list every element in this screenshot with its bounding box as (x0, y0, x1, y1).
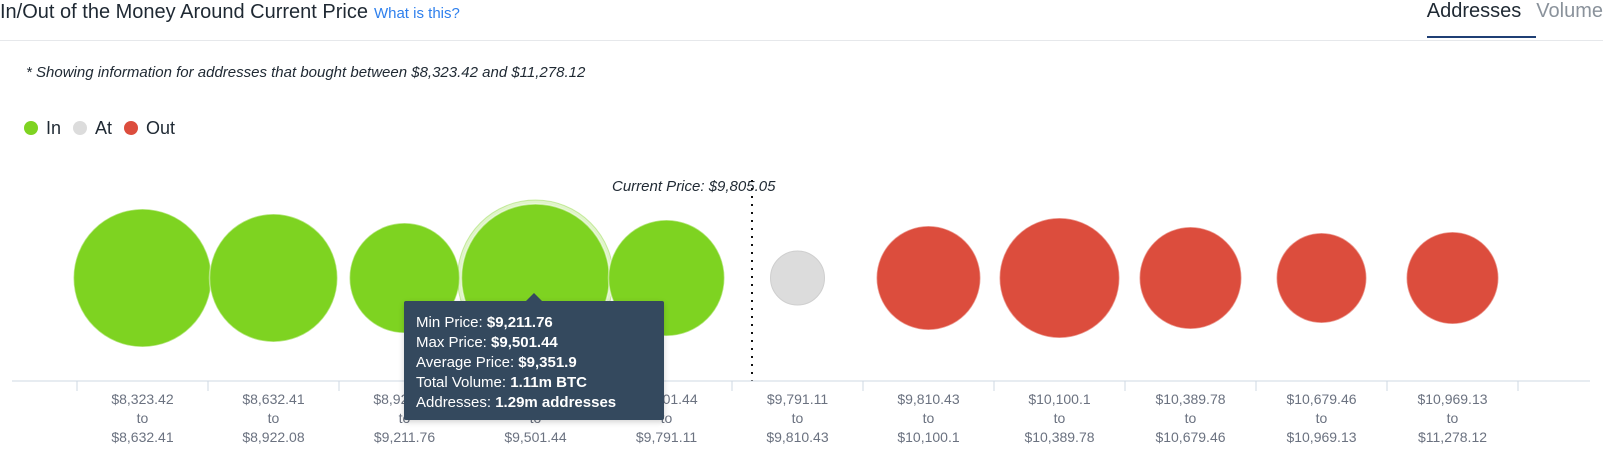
x-tick-to-word: to (1054, 410, 1066, 426)
widget-header: In/Out of the Money Around Current Price… (0, 0, 1603, 41)
x-tick-to-label: $9,810.43 (766, 429, 828, 445)
x-tick-to-label: $9,791.11 (636, 429, 697, 445)
tab-volume[interactable]: Volume (1536, 0, 1603, 22)
tooltip-total-volume-label: Total Volume: (416, 374, 507, 391)
legend-at-label: At (95, 118, 113, 138)
x-tick-from-label: $10,969.13 (1417, 391, 1487, 407)
x-tick-to-label: $11,278.12 (1418, 429, 1487, 445)
bubble-layer (72, 199, 1500, 357)
x-tick-to-label: $10,679.46 (1155, 429, 1225, 445)
x-tick-to-word: to (1447, 410, 1459, 426)
x-tick-to-word: to (923, 410, 935, 426)
tooltip-total-volume: Total Volume: 1.11m BTC (416, 373, 652, 393)
tooltip-min-price-value: $9,211.76 (486, 314, 553, 331)
x-tick-to-word: to (661, 410, 673, 426)
bubble-out[interactable] (1405, 231, 1500, 325)
tooltip-addresses-label: Addresses: (416, 394, 492, 411)
tooltip-total-volume-value: 1.11m BTC (510, 374, 587, 391)
legend: In At Out (24, 117, 175, 139)
tooltip: Min Price: $9,211.76 Max Price: $9,501.4… (404, 293, 664, 420)
bubble-in[interactable] (208, 213, 339, 343)
bubble-out[interactable] (1138, 226, 1243, 330)
tooltip-min-price-label: Min Price: (416, 314, 483, 331)
x-tick-to-word: to (137, 410, 149, 426)
tooltip-average-price-value: $9,351.9 (518, 354, 577, 371)
tooltip-max-price-label: Max Price: (416, 334, 487, 351)
legend-at-dot (73, 121, 88, 135)
x-tick-label-layer: $8,323.42 to $8,632.41 $8,632.41 to $8,922.08… (111, 391, 1487, 445)
x-tick-to-word: to (792, 410, 804, 426)
x-tick-to-label: $8,632.41 (111, 429, 173, 445)
legend-item-out[interactable]: Out (124, 117, 175, 139)
title-group: In/Out of the Money Around Current Price… (0, 0, 460, 26)
x-axis-layer (12, 380, 1590, 391)
x-tick-from-label: $8,323.42 (111, 391, 173, 407)
x-tick-to-label: $9,501.44 (504, 429, 566, 445)
bubble-out[interactable] (875, 225, 982, 331)
tooltip-max-price-value: $9,501.44 (491, 334, 558, 351)
x-tick-to-label: $10,969.13 (1286, 429, 1356, 445)
x-tick-from-label: $10,679.46 (1286, 391, 1356, 407)
view-tabs: Addresses Volume (1426, 0, 1603, 40)
tooltip-min-price: Min Price: $9,211.76 (416, 313, 652, 333)
tooltip-max-price: Max Price: $9,501.44 (416, 333, 652, 353)
legend-item-at[interactable]: At (73, 117, 112, 139)
x-tick-from-label: $10,100.1 (1028, 391, 1090, 407)
current-price-label: Current Price: $9,805.05 (612, 178, 776, 195)
range-note: * Showing information for addresses that… (26, 64, 586, 81)
legend-out-dot (124, 121, 139, 135)
what-is-this-link[interactable]: What is this? (373, 5, 460, 22)
x-tick-to-label: $10,100.1 (897, 429, 959, 445)
legend-item-in[interactable]: In (24, 117, 61, 139)
x-tick-from-label: $8,632.41 (242, 391, 304, 407)
x-tick-from-label: $9,810.43 (897, 391, 959, 407)
x-tick-to-label: $9,211.76 (374, 429, 435, 445)
x-tick-to-word: to (268, 410, 280, 426)
legend-in-label: In (46, 118, 62, 138)
tab-addresses[interactable]: Addresses (1426, 0, 1537, 38)
x-tick-from-label: $10,389.78 (1155, 391, 1225, 407)
tooltip-average-price: Average Price: $9,351.9 (416, 353, 652, 373)
x-tick-to-label: $8,922.08 (242, 429, 304, 445)
chart-title: In/Out of the Money Around Current Price (0, 1, 368, 23)
bubble-out[interactable] (1275, 232, 1368, 324)
tooltip-addresses: Addresses: 1.29m addresses (416, 393, 652, 413)
x-tick-to-label: $10,389.78 (1024, 429, 1094, 445)
tooltip-addresses-value: 1.29m addresses (495, 394, 617, 411)
legend-in-dot (24, 121, 38, 135)
x-tick-to-word: to (1185, 410, 1197, 426)
bubble-in[interactable] (72, 208, 213, 348)
x-tick-to-word: to (1316, 410, 1328, 426)
tooltip-average-price-label: Average Price: (416, 354, 515, 371)
bubble-out[interactable] (998, 217, 1121, 339)
bubble-at[interactable] (770, 250, 825, 306)
x-tick-from-label: $9,791.11 (767, 391, 828, 407)
legend-out-label: Out (146, 118, 176, 138)
